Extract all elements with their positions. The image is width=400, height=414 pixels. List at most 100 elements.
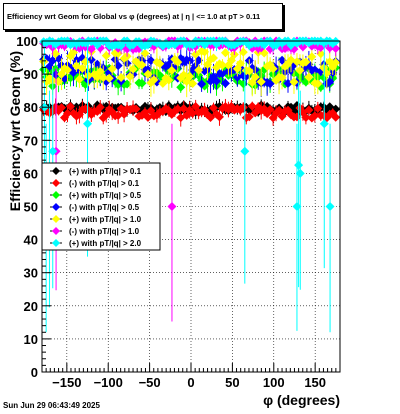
data-point [217,60,227,70]
axes: −150 −100 −50 0 50 100 150 0 10 20 30 40 50 60 70 80 90 1… [16,34,337,390]
data-point [137,60,147,70]
y-tick-label: 60 [24,166,38,181]
data-point [191,49,201,59]
data-point [173,57,183,67]
legend-marker [52,167,60,175]
data-point [292,57,302,67]
data-point [247,101,257,111]
outlier-point [48,146,58,156]
data-point [301,112,311,122]
x-tick-label: 100 [263,375,285,390]
x-tick-label: −50 [139,375,161,390]
data-point [167,65,177,75]
data-point [95,102,105,112]
data-point [104,73,114,83]
x-tick-label: 150 [304,375,326,390]
data-point [185,71,195,81]
x-tick-label: −100 [94,375,123,390]
y-tick-label: 100 [16,34,38,49]
data-point [74,74,84,84]
outlier-point [167,202,177,211]
series-4 [39,41,341,98]
data-point [214,112,224,122]
data-point [325,77,335,87]
data-point [265,79,275,89]
timestamp: Sun Jun 29 06:43:49 2025 [3,401,100,410]
outlier-point [319,119,329,129]
data-point [62,108,72,118]
data-point [98,73,108,83]
data-point [304,105,314,115]
data-point [226,56,236,66]
data-point [265,104,275,114]
data-point [200,47,210,57]
data-point [152,57,162,67]
data-point [304,72,314,82]
data-point [295,65,305,75]
data-point [137,78,147,88]
data-point [307,52,317,62]
legend-marker [52,191,60,199]
data-point [206,113,216,123]
data-point [146,56,156,66]
x-tick-label: 0 [187,375,194,390]
data-point [86,55,96,65]
data-point [113,110,123,120]
data-point [113,61,123,71]
chart-title: Efficiency wrt Geom for Global vs φ (deg… [7,12,261,21]
data-point [238,102,248,112]
data-point [155,59,165,69]
x-tick-label: 50 [225,375,239,390]
data-point [51,49,61,59]
data-point [301,57,311,67]
legend-label: (-) with pT/|q| > 0.5 [69,203,140,212]
legend-label: (+) with pT/|q| > 1.0 [69,215,142,224]
data-point [92,59,102,69]
data-point [60,113,70,123]
data-point [280,62,290,72]
legend-marker [52,227,60,235]
data-point [197,79,207,89]
data-point [149,75,159,85]
title-box: Efficiency wrt Geom for Global vs φ (deg… [3,3,283,30]
legend-marker [52,203,60,211]
y-tick-label: 20 [24,299,38,314]
outlier-point [292,202,302,211]
outlier-point [294,160,304,170]
x-tick-label: −150 [52,375,81,390]
data-point [289,77,299,87]
data-point [238,47,248,57]
data-point [209,103,219,113]
data-point [256,77,266,87]
data-point [277,73,287,83]
data-point [57,103,67,113]
data-point [313,79,323,89]
data-point [316,49,326,59]
data-point [328,62,338,72]
data-point [188,108,198,118]
data-point [331,58,341,68]
data-point [211,76,221,86]
legend-label: (+) with pT/|q| > 0.1 [69,167,142,176]
data-point [238,79,248,89]
data-point [203,59,213,69]
data-point [143,69,153,79]
y-tick-label: 10 [24,332,38,347]
legend: (+) with pT/|q| > 0.1 (-) with pT/|q| > 0… [41,162,161,251]
data-point [244,112,254,122]
data-point [250,72,260,82]
data-point [194,65,204,75]
y-tick-label: 0 [31,365,38,380]
outlier-point [240,146,250,156]
x-axis-title: φ (degrees) [263,392,340,408]
data-point [244,66,254,76]
data-point [101,51,111,61]
data-point [65,101,75,111]
legend-label: (+) with pT/|q| > 2.0 [69,239,142,248]
outlier-point [295,168,305,178]
y-tick-label: 50 [24,200,38,215]
legend-label: (-) with pT/|q| > 1.0 [69,227,140,236]
data-point [128,64,138,74]
data-point [209,53,219,63]
legend-label: (-) with pT/|q| > 0.1 [69,179,140,188]
